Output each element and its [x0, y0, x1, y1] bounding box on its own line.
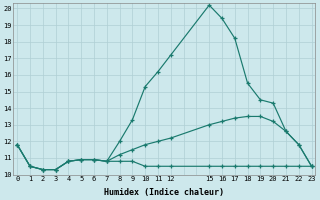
X-axis label: Humidex (Indice chaleur): Humidex (Indice chaleur): [104, 188, 224, 197]
